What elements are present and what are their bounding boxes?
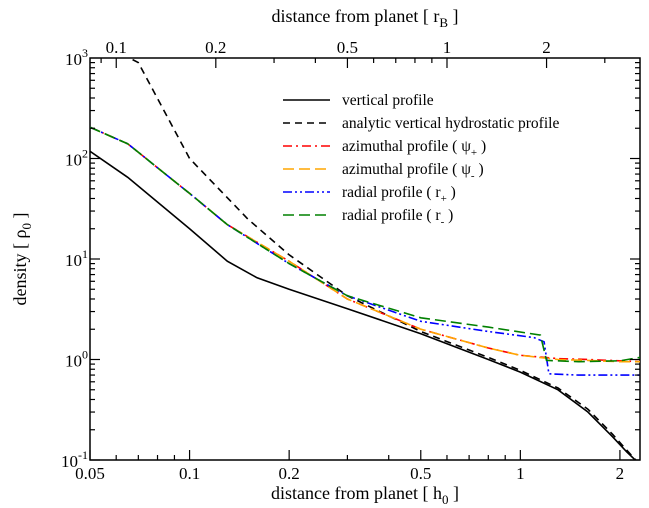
tick-labels: 0.05 0.1 0.2 0.5 1 2 0.1 0.2 0.5 1 2 10-1 100 101 102 1… — [61, 38, 624, 483]
x2-tick-label: 2 — [542, 38, 551, 57]
legend-label: azimuthal profile ( ψ- ) — [342, 161, 484, 182]
y-tick-label: 103 — [65, 46, 88, 69]
legend-label: radial profile ( r- ) — [342, 207, 453, 228]
legend-label: radial profile ( r+ ) — [342, 184, 456, 205]
ticks-layer — [89, 58, 640, 461]
x-axis-title: distance from planet [ h0 ] — [271, 483, 459, 507]
legend-label: analytic vertical hydrostatic profile — [342, 115, 559, 132]
axis-titles: distance from planet [ h0 ] distance fro… — [10, 6, 459, 507]
legend: vertical profile analytic vertical hydros… — [283, 92, 559, 228]
y-tick-label: 101 — [65, 247, 88, 270]
x-tick-label: 2 — [616, 464, 625, 483]
x-tick-label: 0.2 — [279, 464, 300, 483]
x-tick-label: 0.05 — [75, 464, 105, 483]
x2-tick-label: 0.2 — [205, 38, 226, 57]
y-tick-label: 100 — [65, 348, 88, 371]
x-tick-label: 0.1 — [179, 464, 200, 483]
x2-tick-label: 0.1 — [106, 38, 127, 57]
y-tick-label: 10-1 — [61, 448, 88, 471]
x-tick-label: 1 — [516, 464, 525, 483]
x-tick-label: 0.5 — [410, 464, 431, 483]
legend-label: vertical profile — [342, 92, 434, 109]
series-line-6 — [90, 126, 640, 363]
plot-area — [89, 57, 641, 461]
y-axis-title: density [ ρ0 ] — [10, 213, 34, 306]
x2-tick-label: 1 — [443, 38, 452, 57]
series-line-1 — [90, 150, 637, 460]
top-x-axis-title: distance from planet [ rB ] — [271, 6, 458, 30]
legend-label: azimuthal profile ( ψ+ ) — [342, 138, 486, 159]
series-layer — [90, 58, 640, 460]
x2-tick-label: 0.5 — [337, 38, 358, 57]
y-tick-label: 102 — [65, 147, 88, 170]
